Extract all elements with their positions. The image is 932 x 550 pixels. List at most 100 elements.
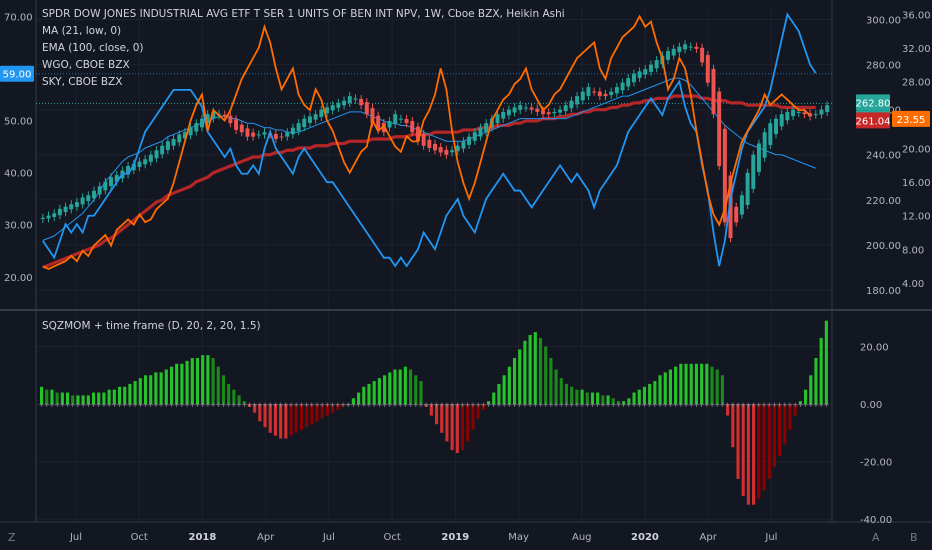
- sqzmom-bar: [362, 386, 366, 405]
- time-axis-label: Jul: [322, 532, 335, 543]
- squeeze-dot: +: [117, 401, 123, 409]
- squeeze-dot: +: [293, 401, 299, 409]
- study-ema-label[interactable]: EMA (100, close, 0): [42, 42, 144, 54]
- candle-body: [444, 149, 449, 155]
- candle-body: [262, 132, 267, 135]
- squeeze-dot: +: [532, 401, 538, 409]
- sqzmom-bar: [112, 389, 116, 405]
- sqzmom-bar: [668, 369, 672, 405]
- sqzmom-bar: [819, 337, 823, 405]
- sqzmom-pane-title[interactable]: SQZMOM + time frame (D, 20, 2, 20, 1.5): [42, 320, 261, 332]
- candle-body: [330, 105, 335, 111]
- ema-value-badge: 261.04: [856, 116, 891, 127]
- candle-body: [347, 96, 352, 103]
- time-axis-label: 2019: [441, 532, 469, 543]
- squeeze-dot: +: [163, 401, 169, 409]
- squeeze-dot: +: [714, 401, 720, 409]
- sqzmom-bar: [471, 404, 475, 430]
- sqzmom-bar: [689, 363, 693, 405]
- candle-body: [648, 64, 653, 72]
- candle-body: [234, 119, 239, 130]
- candle-body: [774, 118, 778, 135]
- candle-body: [717, 91, 722, 167]
- squeeze-dot: +: [39, 401, 45, 409]
- squeeze-dot: +: [460, 401, 466, 409]
- squeeze-dot: +: [65, 401, 71, 409]
- squeeze-dot: +: [678, 401, 684, 409]
- sqzmom-bar: [460, 404, 465, 451]
- squeeze-dot: +: [413, 401, 419, 409]
- sqzmom-bar: [674, 366, 678, 405]
- squeeze-dot: +: [397, 401, 403, 409]
- price-axis-label: 200.00: [866, 241, 901, 252]
- goto-date-icon: Z: [8, 531, 16, 544]
- squeeze-dot: +: [350, 401, 356, 409]
- squeeze-dot: +: [553, 401, 559, 409]
- candle-body: [688, 46, 693, 48]
- squeeze-dot: +: [709, 401, 715, 409]
- last-price-badge-bg: [856, 94, 890, 111]
- chart-title: SPDR DOW JONES INDUSTRIAL AVG ETF T SER …: [42, 8, 565, 20]
- study-sky-label[interactable]: SKY, CBOE BZX: [42, 76, 123, 88]
- squeeze-dot: +: [813, 401, 819, 409]
- squeeze-dot: +: [501, 401, 507, 409]
- squeeze-dot: +: [96, 401, 102, 409]
- sqzmom-bar: [86, 395, 90, 405]
- candle-body: [563, 105, 568, 112]
- candle-body: [307, 116, 312, 123]
- time-axis-label: May: [508, 532, 529, 543]
- sqzmom-bar: [710, 366, 714, 405]
- candle-body: [131, 163, 136, 171]
- sky-axis-label: 32.00: [902, 44, 931, 55]
- candle-body: [438, 147, 443, 153]
- candle-body: [319, 109, 324, 117]
- squeeze-dot: +: [808, 401, 814, 409]
- candle-body: [336, 102, 341, 108]
- sqzmom-bar: [403, 366, 407, 405]
- candle-body: [97, 186, 102, 195]
- sqzmom-bar: [419, 381, 423, 405]
- squeeze-dot: +: [236, 401, 242, 409]
- sqzmom-bar: [372, 381, 376, 405]
- sqzmom-bar: [694, 363, 698, 405]
- candle-body: [785, 111, 790, 121]
- squeeze-dot: +: [402, 401, 408, 409]
- candle-body: [535, 108, 540, 112]
- study-ma-label[interactable]: MA (21, low, 0): [42, 25, 122, 37]
- squeeze-dot: +: [771, 401, 777, 409]
- candle-body: [666, 51, 671, 60]
- squeeze-dot: +: [491, 401, 497, 409]
- candle-body: [620, 82, 625, 91]
- sqzmom-bar: [435, 404, 439, 425]
- squeeze-dot: +: [517, 401, 523, 409]
- candle-body: [495, 114, 500, 124]
- sqzmom-bar: [814, 358, 818, 405]
- candle-body: [796, 111, 801, 113]
- squeeze-dot: +: [584, 401, 590, 409]
- candle-body: [575, 96, 580, 105]
- sqzmom-bar: [642, 386, 647, 405]
- candle-body: [467, 136, 472, 145]
- sqzmom-bar: [346, 404, 350, 406]
- squeeze-dot: +: [267, 401, 273, 409]
- price-axis-label: 280.00: [866, 61, 901, 72]
- time-axis-label: Apr: [257, 532, 275, 543]
- squeeze-dot: +: [298, 401, 304, 409]
- candle-body: [256, 134, 261, 136]
- sqzmom-bar: [388, 372, 392, 405]
- candle-body: [762, 132, 767, 158]
- squeeze-dot: +: [699, 401, 705, 409]
- squeeze-dot: +: [470, 401, 476, 409]
- candle-body: [472, 132, 477, 141]
- sqzmom-bar: [767, 404, 771, 479]
- candle-body: [313, 114, 318, 120]
- sqzmom-bar: [424, 404, 428, 407]
- candle-body: [603, 93, 608, 97]
- study-wgo-label[interactable]: WGO, CBOE BZX: [42, 59, 130, 71]
- squeeze-dot: +: [158, 401, 164, 409]
- squeeze-dot: +: [111, 401, 117, 409]
- candle-body: [580, 91, 585, 101]
- sqzmom-bar: [726, 404, 730, 416]
- sqzmom-bar: [383, 375, 387, 405]
